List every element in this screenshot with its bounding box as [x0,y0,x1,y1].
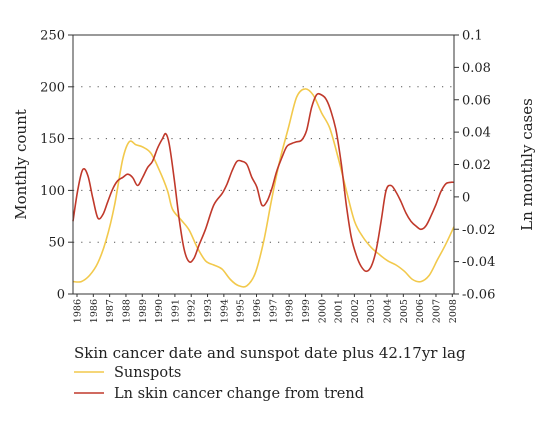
x-tick-label: 1995 [236,299,247,323]
chart-caption: Skin cancer date and sunspot date plus 4… [74,344,466,362]
y-right-tick-label: 0.08 [462,61,491,76]
plot-frame [72,34,455,295]
legend-label-sunspots: Sunspots [114,365,181,381]
x-tick-label: 2005 [399,299,410,323]
legend: Sunspots Ln skin cancer change from tren… [74,365,364,402]
x-tick-label: 1987 [105,299,116,323]
y-right-tick-label: -0.02 [462,223,495,238]
axis-layer: 0 50 100 150 200 250 -0.06 -0.04 -0.02 0 0.02 0.04 0… [40,29,495,324]
x-tick-label: 1999 [301,299,312,323]
x-tick-label: 1997 [268,299,279,323]
y-left-tick-label: 0 [57,288,65,303]
x-tick-label: 1998 [285,299,296,323]
x-tick-label: 2008 [448,299,459,323]
x-tick-label: 1990 [154,299,165,323]
x-tick-label: 1986 [89,299,100,323]
y-right-tick-label: -0.04 [462,255,495,270]
x-tick-label: 2004 [383,299,394,323]
y-axis-label-right: Ln monthly cases [518,98,536,231]
series-layer [72,88,455,288]
x-tick-label: 1992 [187,299,198,323]
x-tick-label: 1988 [121,299,132,323]
legend-label-skin-cancer: Ln skin cancer change from trend [114,386,364,402]
series-line-sunspots [72,88,455,288]
x-tick-label: 2001 [334,299,345,323]
y-right-tick-label: 0.02 [462,158,491,173]
y-left-tick-label: 200 [40,80,65,95]
y-right-tick-label: 0.06 [462,93,491,108]
x-tick-label: 1994 [219,299,230,323]
x-tick-label: 1991 [170,299,181,323]
y-right-tick-label: 0 [462,190,470,205]
y-right-tick-label: -0.06 [462,288,495,303]
series-line-skin-cancer [72,92,455,273]
y-left-tick-label: 50 [48,236,65,251]
y-left-tick-label: 150 [40,132,65,147]
x-tick-label: 2003 [366,299,377,323]
x-tick-label: 2006 [415,299,426,323]
y-right-tick-label: 0.1 [462,29,483,44]
grid-layer [73,86,454,243]
x-tick-label: 2007 [431,299,442,323]
y-left-tick-label: 250 [40,29,65,44]
y-left-tick-label: 100 [40,184,65,199]
x-tick-label: 2000 [317,299,328,323]
x-tick-label: 1993 [203,299,214,323]
y-axis-label-left: Monthly count [12,109,30,220]
x-tick-label: 2002 [350,299,361,323]
x-tick-label: 1986 [73,299,84,323]
x-tick-label: 1989 [138,299,149,323]
x-tick-label: 1996 [252,299,263,323]
y-right-tick-label: 0.04 [462,126,491,141]
